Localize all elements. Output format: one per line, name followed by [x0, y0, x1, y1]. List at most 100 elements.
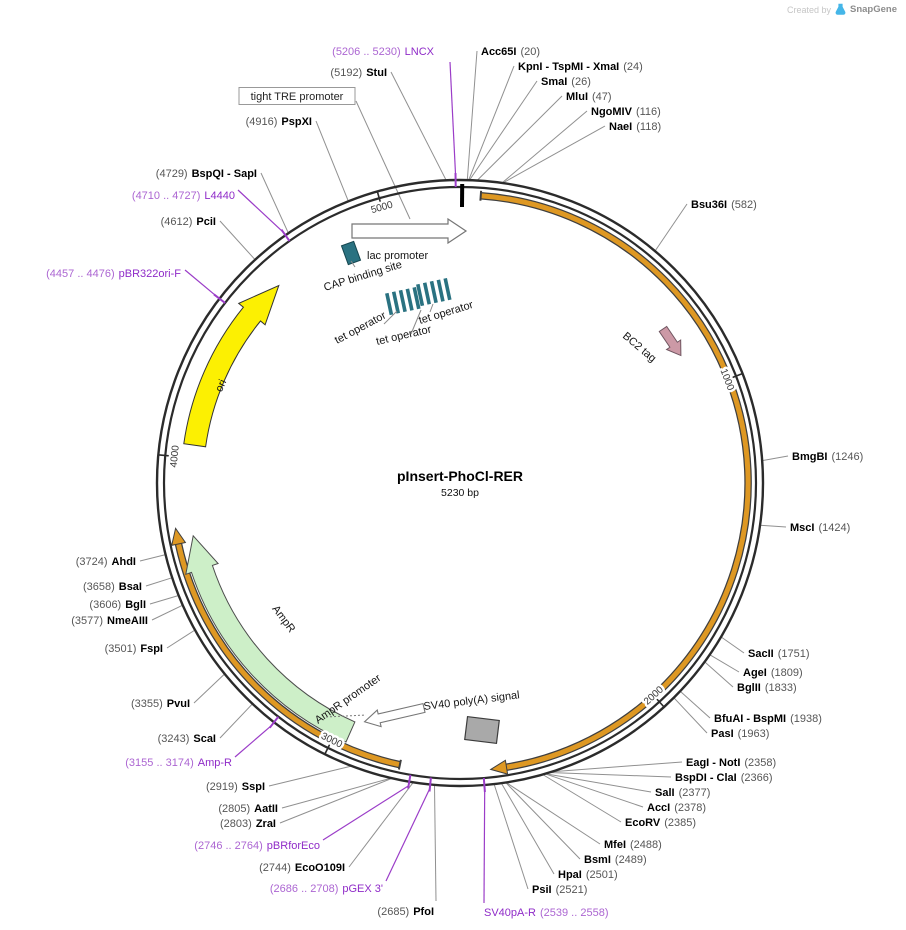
- label-part: Acc65I: [481, 46, 516, 58]
- bc2-tag-arrow[interactable]: [656, 324, 688, 360]
- primer-tick-pgex[interactable]: [428, 777, 432, 792]
- cap-binding-site-box[interactable]: [340, 240, 362, 266]
- label-part: BsaI: [119, 581, 142, 593]
- enzyme-label-acci[interactable]: AccI (2378): [647, 802, 706, 814]
- enzyme-label-mfei[interactable]: MfeI (2488): [604, 839, 662, 851]
- label-part: Bsu36I: [691, 199, 727, 211]
- enzyme-label-bmgbi[interactable]: BmgBI (1246): [792, 451, 863, 463]
- enzyme-label-zrai[interactable]: (2803) ZraI: [220, 818, 276, 830]
- enzyme-label-ngomiv[interactable]: NgoMIV (116): [591, 106, 661, 118]
- enzyme-label-pvui[interactable]: (3355) PvuI: [131, 698, 190, 710]
- insert-region-arc[interactable]: [480, 193, 751, 770]
- enzyme-label-ahdi[interactable]: (3724) AhdI: [76, 556, 136, 568]
- primer-tick-pbr322ori_f[interactable]: [213, 293, 226, 304]
- tet-operator-hatch-1[interactable]: [385, 286, 421, 316]
- enzyme-label-fspi[interactable]: (3501) FspI: [105, 643, 163, 655]
- enzyme-label-acc65i[interactable]: Acc65I (20): [481, 46, 540, 58]
- bc2-tag-label[interactable]: BC2 tag: [620, 330, 658, 365]
- label-part: BfuAI - BspMI: [714, 713, 786, 725]
- primer-label-pgex[interactable]: (2686 .. 2708) pGEX 3': [270, 883, 383, 895]
- label-part: Amp-R: [198, 757, 232, 769]
- enzyme-label-bspqi_sapi[interactable]: (4729) BspQI - SapI: [156, 168, 257, 180]
- enzyme-label-scai[interactable]: (3243) ScaI: [158, 733, 216, 745]
- enzyme-label-bgli[interactable]: (3606) BglI: [89, 599, 146, 611]
- label-part: MscI: [790, 522, 814, 534]
- label-part: (1751): [778, 648, 810, 660]
- label-part: pBRforEco: [267, 840, 320, 852]
- sv40-polya-box[interactable]: [464, 715, 500, 745]
- ori-feature-arrow[interactable]: [183, 284, 280, 448]
- label-part: PspXI: [281, 116, 312, 128]
- label-part: (1809): [771, 667, 803, 679]
- ori-label[interactable]: ori: [213, 378, 229, 394]
- label-part: PciI: [196, 216, 216, 228]
- lac-promoter-arrow[interactable]: [351, 217, 468, 245]
- enzyme-label-bsai[interactable]: (3658) BsaI: [83, 581, 142, 593]
- label-part: LNCX: [405, 46, 435, 58]
- enzyme-label-sacii[interactable]: SacII (1751): [748, 648, 809, 660]
- enzyme-label-smai[interactable]: SmaI (26): [541, 76, 591, 88]
- leader-acci: [544, 773, 644, 808]
- enzyme-label-sali[interactable]: SalI (2377): [655, 787, 710, 799]
- enzyme-label-ecoo109i[interactable]: (2744) EcoO109I: [259, 862, 345, 874]
- ampr-region-arc-arrowhead: [171, 527, 187, 547]
- enzyme-label-hpai[interactable]: HpaI (2501): [558, 869, 618, 881]
- ampr-region-arc[interactable]: [176, 543, 401, 768]
- label-part: StuI: [366, 67, 387, 79]
- tre-promoter-label[interactable]: tight TRE promoter: [238, 87, 356, 105]
- ampr-promoter-arrow[interactable]: [363, 700, 426, 730]
- primer-tick-amp_r[interactable]: [268, 716, 280, 729]
- leader-ecorv: [542, 774, 622, 823]
- enzyme-label-sspi[interactable]: (2919) SspI: [206, 781, 265, 793]
- enzyme-label-pspxi[interactable]: (4916) PspXI: [246, 116, 312, 128]
- primer-label-sv40pa_r[interactable]: SV40pA-R (2539 .. 2558): [484, 907, 608, 919]
- enzyme-label-agei[interactable]: AgeI (1809): [743, 667, 803, 679]
- leader-hpai: [500, 782, 555, 875]
- scale-tick-2000: [655, 697, 665, 708]
- enzyme-label-kpni_tspmi_xmai[interactable]: KpnI - TspMI - XmaI (24): [518, 61, 643, 73]
- tet-operator-label-2[interactable]: tet operator: [417, 299, 475, 327]
- enzyme-label-bspdi_clai[interactable]: BspDI - ClaI (2366): [675, 772, 773, 784]
- leader-bsmi: [505, 782, 581, 860]
- scale-tick-1000: [731, 372, 744, 379]
- label-part: (2501): [586, 869, 618, 881]
- tet-operator-hatch-2[interactable]: [416, 277, 452, 307]
- primer-label-l4440[interactable]: (4710 .. 4727) L4440: [132, 190, 235, 202]
- enzyme-label-mlui[interactable]: MluI (47): [566, 91, 612, 103]
- primer-label-lncx[interactable]: (5206 .. 5230) LNCX: [332, 46, 435, 58]
- enzyme-label-bfuai_bspmi[interactable]: BfuAI - BspMI (1938): [714, 713, 822, 725]
- enzyme-label-ecorv[interactable]: EcoRV (2385): [625, 817, 696, 829]
- leader-pvui: [193, 673, 226, 704]
- primer-label-pbrforeco[interactable]: (2746 .. 2764) pBRforEco: [194, 840, 320, 852]
- enzyme-label-pfoi[interactable]: (2685) PfoI: [377, 906, 434, 918]
- sv40-polya-label[interactable]: SV40 poly(A) signal: [423, 689, 520, 713]
- primer-label-pbr322ori_f[interactable]: (4457 .. 4476) pBR322ori-F: [46, 268, 181, 280]
- primer-tick-l4440[interactable]: [280, 229, 291, 242]
- label-part: (582): [731, 199, 757, 211]
- leader-ecoo109i: [348, 782, 414, 868]
- ampr-feature-arrow[interactable]: [185, 534, 356, 743]
- enzyme-label-bsmi[interactable]: BsmI (2489): [584, 854, 647, 866]
- label-part: (2377): [679, 787, 711, 799]
- enzyme-label-pcii[interactable]: (4612) PciI: [161, 216, 216, 228]
- primer-label-amp_r[interactable]: (3155 .. 3174) Amp-R: [125, 757, 232, 769]
- enzyme-label-naei[interactable]: NaeI (118): [609, 121, 661, 133]
- ampr-label[interactable]: AmpR: [269, 603, 297, 635]
- primer-tick-sv40pa_r[interactable]: [482, 777, 486, 793]
- lac-promoter-label[interactable]: lac promoter: [367, 250, 428, 262]
- primer-tick-pbrforeco[interactable]: [407, 774, 412, 789]
- tet-operator-label-3[interactable]: tet operator: [375, 323, 433, 347]
- enzyme-label-psii[interactable]: PsiI (2521): [532, 884, 587, 896]
- label-part: (1424): [818, 522, 850, 534]
- enzyme-label-bsu36i[interactable]: Bsu36I (582): [691, 199, 757, 211]
- enzyme-label-pasi[interactable]: PasI (1963): [711, 728, 769, 740]
- leader-bspqi_sapi: [260, 172, 289, 234]
- enzyme-label-eagi_noti[interactable]: EagI - NotI (2358): [686, 757, 776, 769]
- enzyme-label-nmeaiii[interactable]: (3577) NmeAIII: [71, 615, 148, 627]
- cap-binding-site-label[interactable]: CAP binding site: [322, 259, 403, 294]
- enzyme-label-aatii[interactable]: (2805) AatII: [218, 803, 278, 815]
- enzyme-label-msci[interactable]: MscI (1424): [790, 522, 850, 534]
- enzyme-label-stui[interactable]: (5192) StuI: [330, 67, 387, 79]
- leader-ngomiv: [501, 110, 588, 184]
- enzyme-label-bglii[interactable]: BglII (1833): [737, 682, 797, 694]
